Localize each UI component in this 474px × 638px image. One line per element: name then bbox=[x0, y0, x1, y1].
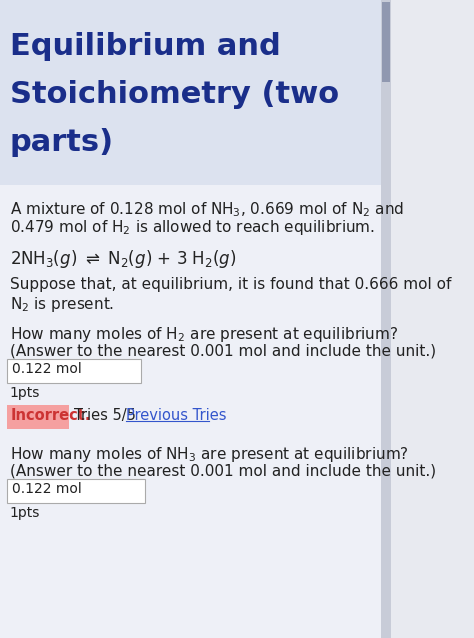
Text: (Answer to the nearest 0.001 mol and include the unit.): (Answer to the nearest 0.001 mol and inc… bbox=[10, 463, 436, 478]
Text: A mixture of 0.128 mol of NH$_3$, 0.669 mol of N$_2$ and: A mixture of 0.128 mol of NH$_3$, 0.669 … bbox=[10, 200, 404, 219]
FancyBboxPatch shape bbox=[0, 0, 381, 185]
Text: 0.122 mol: 0.122 mol bbox=[11, 362, 81, 376]
FancyBboxPatch shape bbox=[8, 479, 145, 503]
FancyBboxPatch shape bbox=[8, 359, 141, 383]
FancyBboxPatch shape bbox=[0, 185, 381, 638]
Text: Previous Tries: Previous Tries bbox=[126, 408, 227, 423]
Text: N$_2$ is present.: N$_2$ is present. bbox=[10, 295, 114, 314]
Text: 1pts: 1pts bbox=[10, 386, 40, 400]
Text: 0.479 mol of H$_2$ is allowed to reach equilibrium.: 0.479 mol of H$_2$ is allowed to reach e… bbox=[10, 218, 375, 237]
Text: (Answer to the nearest 0.001 mol and include the unit.): (Answer to the nearest 0.001 mol and inc… bbox=[10, 343, 436, 358]
Text: Suppose that, at equilibrium, it is found that 0.666 mol of: Suppose that, at equilibrium, it is foun… bbox=[10, 277, 451, 292]
FancyBboxPatch shape bbox=[382, 2, 390, 82]
Text: Tries 5/5: Tries 5/5 bbox=[74, 408, 141, 423]
Text: 1pts: 1pts bbox=[10, 506, 40, 520]
FancyBboxPatch shape bbox=[8, 405, 69, 429]
Text: Equilibrium and: Equilibrium and bbox=[10, 32, 281, 61]
Text: Stoichiometry (two: Stoichiometry (two bbox=[10, 80, 339, 109]
Text: 0.122 mol: 0.122 mol bbox=[11, 482, 81, 496]
Text: How many moles of NH$_3$ are present at equilibrium?: How many moles of NH$_3$ are present at … bbox=[10, 445, 409, 464]
Text: How many moles of H$_2$ are present at equilibrium?: How many moles of H$_2$ are present at e… bbox=[10, 325, 398, 344]
Text: parts): parts) bbox=[10, 128, 114, 157]
Text: 2NH$_3$($g$) $\rightleftharpoons$ N$_2$($g$) + 3 H$_2$($g$): 2NH$_3$($g$) $\rightleftharpoons$ N$_2$(… bbox=[10, 248, 237, 270]
FancyBboxPatch shape bbox=[381, 0, 391, 638]
Text: Incorrect.: Incorrect. bbox=[11, 408, 91, 423]
